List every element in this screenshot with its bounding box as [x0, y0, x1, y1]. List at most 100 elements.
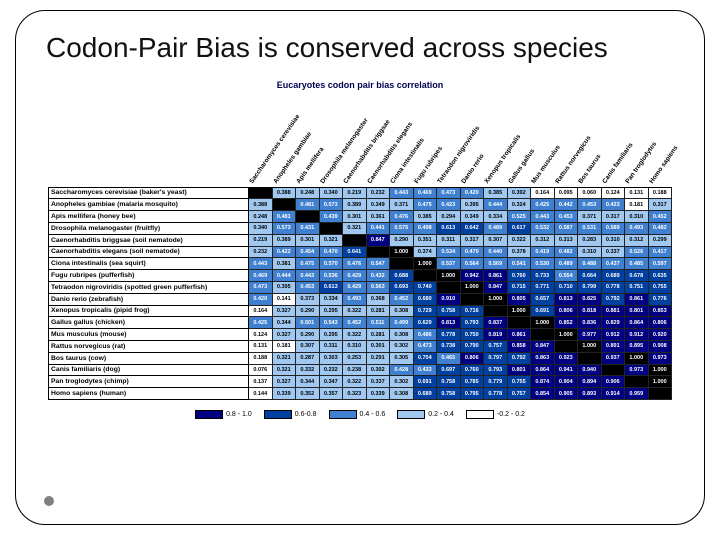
heatmap-cell: 1.000: [390, 247, 414, 259]
heatmap-cell: 0.564: [461, 258, 485, 270]
heatmap-cell: 0.923: [555, 353, 579, 365]
heatmap-cell: 0.688: [390, 270, 414, 282]
heatmap-cell: 0.757: [484, 341, 508, 353]
column-headers: Saccharomyces cerevisiaeAnopheles gambia…: [248, 92, 672, 187]
heatmap-cell: 0.569: [484, 258, 508, 270]
heatmap-cell: 0.344: [273, 317, 297, 329]
heatmap-cell: 0.308: [390, 306, 414, 318]
heatmap-cell: 0.453: [555, 211, 579, 223]
table-row: Danio rerio (zebrafish)0.4200.1410.3730.…: [49, 294, 672, 306]
heatmap-cell: 0.232: [320, 365, 344, 377]
heatmap-cell: 0.321: [273, 365, 297, 377]
heatmap-cell: 0.339: [367, 388, 391, 400]
heatmap-cell: 0.715: [508, 282, 532, 294]
table-row: Caenorhabditis elegans (soil nematode)0.…: [49, 247, 672, 259]
heatmap-cell: 0.570: [320, 258, 344, 270]
heatmap-cell: 0.874: [531, 376, 555, 388]
heatmap-cell: 0.779: [484, 376, 508, 388]
row-label: Bos taurus (cow): [49, 353, 249, 365]
heatmap-cell: 0.475: [296, 258, 320, 270]
heatmap-cell: 0.891: [602, 341, 626, 353]
legend-item: 0.8 - 1.0: [195, 410, 252, 419]
slide-title: Codon-Pair Bias is conserved across spec…: [46, 31, 684, 65]
heatmap-cell: 0.920: [649, 329, 673, 341]
col-header: Drosophila melanogaster: [319, 161, 338, 184]
heatmap-cell: 0.750: [461, 329, 485, 341]
heatmap-cell: 0.893: [578, 388, 602, 400]
heatmap-cell: 0.905: [555, 388, 579, 400]
heatmap-cell: 0.433: [414, 365, 438, 377]
heatmap-cell: 0.689: [414, 388, 438, 400]
heatmap-cell: 0.302: [390, 341, 414, 353]
heatmap-cell: 0.499: [390, 317, 414, 329]
table-row: Drosophila melanogaster (fruitfly)0.3400…: [49, 223, 672, 235]
heatmap-cell: 0.813: [437, 317, 461, 329]
heatmap-cell: 0.757: [508, 388, 532, 400]
heatmap-cell: 0.908: [649, 341, 673, 353]
heatmap-cell: 0.164: [531, 188, 555, 200]
col-header: Caenorhabditis briggsae: [342, 161, 361, 184]
heatmap-cell: 0.347: [320, 376, 344, 388]
table-row: Fugu rubripes (pufferfish)0.4690.4440.44…: [49, 270, 672, 282]
heatmap-cell: 1.000: [437, 270, 461, 282]
heatmap-cell: 0.493: [625, 223, 649, 235]
heatmap-cell: 0.489: [555, 258, 579, 270]
heatmap-cell: 0.613: [437, 223, 461, 235]
heatmap-cell: 0.253: [343, 353, 367, 365]
heatmap-cell: 1.000: [625, 353, 649, 365]
heatmap-cell: 0.914: [602, 388, 626, 400]
heatmap-cell: 0.854: [531, 388, 555, 400]
table-row: Ciona intestinalis (sea squirt)0.4430.38…: [49, 258, 672, 270]
heatmap-cell: 0.232: [249, 247, 273, 259]
heatmap-cell: 0.141: [273, 294, 297, 306]
heatmap-cell: 0.442: [555, 199, 579, 211]
heatmap-cell: 0.307: [296, 341, 320, 353]
heatmap-cell: 1.000: [531, 317, 555, 329]
heatmap-cell: 0.441: [367, 223, 391, 235]
heatmap-cell: 1.000: [555, 329, 579, 341]
legend-swatch: [397, 410, 425, 419]
heatmap-cell: [414, 270, 438, 282]
heatmap-cell: 0.303: [320, 353, 344, 365]
heatmap-cell: 0.465: [437, 353, 461, 365]
row-label: Caenorhabditis elegans (soil nematode): [49, 247, 249, 259]
heatmap-cell: 1.000: [484, 294, 508, 306]
heatmap-cell: 0.511: [367, 317, 391, 329]
heatmap-cell: 0.323: [343, 388, 367, 400]
legend-swatch: [329, 410, 357, 419]
heatmap-cell: 1.000: [649, 376, 673, 388]
heatmap-cell: 0.575: [390, 223, 414, 235]
heatmap-cell: 0.440: [484, 247, 508, 259]
heatmap-cell: 0.864: [625, 317, 649, 329]
heatmap-cell: 0.691: [531, 306, 555, 318]
heatmap-cell: 0.485: [625, 258, 649, 270]
heatmap-cell: 0.371: [578, 211, 602, 223]
row-label: Mus musculus (mouse): [49, 329, 249, 341]
heatmap-cell: 0.470: [461, 247, 485, 259]
heatmap-cell: 0.801: [508, 365, 532, 377]
heatmap-cell: 0.813: [555, 294, 579, 306]
heatmap-cell: 0.481: [273, 211, 297, 223]
heatmap-cell: 0.349: [461, 211, 485, 223]
heatmap-cell: 0.778: [437, 329, 461, 341]
heatmap-cell: 0.470: [320, 247, 344, 259]
heatmap-cell: 0.793: [484, 365, 508, 377]
heatmap-cell: 0.340: [320, 188, 344, 200]
heatmap-cell: 0.977: [578, 329, 602, 341]
heatmap-cell: 0.443: [296, 270, 320, 282]
heatmap-cell: [531, 329, 555, 341]
legend-label: -0.2 - 0.2: [497, 411, 525, 418]
heatmap-cell: 0.324: [508, 199, 532, 211]
heatmap-cell: 0.778: [602, 282, 626, 294]
heatmap-cell: 0.837: [484, 317, 508, 329]
heatmap-cell: 0.861: [508, 329, 532, 341]
heatmap-cell: [602, 365, 626, 377]
heatmap-cell: 0.181: [273, 341, 297, 353]
heatmap-cell: 1.000: [578, 341, 602, 353]
heatmap-cell: 1.000: [649, 365, 673, 377]
heatmap-cell: 0.317: [649, 199, 673, 211]
heatmap-cell: 0.301: [343, 211, 367, 223]
heatmap-cell: 0.861: [625, 294, 649, 306]
table-row: Canis familiaris (dog)0.0760.3210.3320.2…: [49, 365, 672, 377]
heatmap-cell: 0.311: [320, 341, 344, 353]
